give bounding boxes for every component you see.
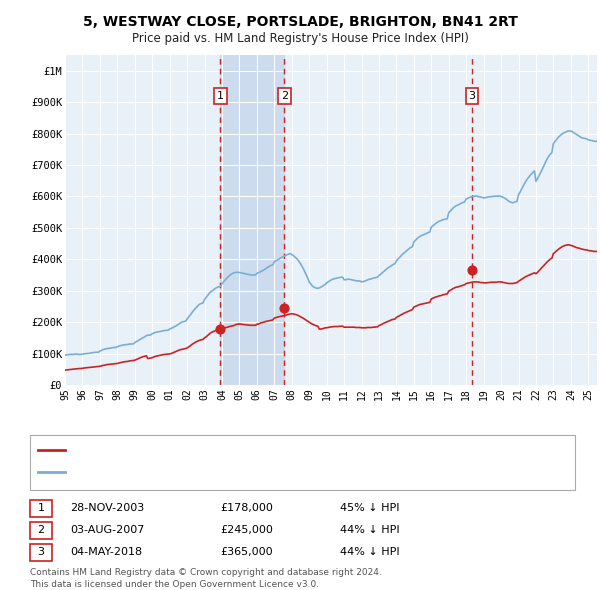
Text: Price paid vs. HM Land Registry's House Price Index (HPI): Price paid vs. HM Land Registry's House …: [131, 32, 469, 45]
Point: [280, 303, 289, 313]
Text: 03-AUG-2007: 03-AUG-2007: [70, 525, 145, 535]
Text: 04-MAY-2018: 04-MAY-2018: [70, 547, 142, 557]
Text: 2: 2: [37, 525, 44, 535]
Text: 2: 2: [281, 91, 288, 101]
Text: 3: 3: [469, 91, 476, 101]
Text: 5, WESTWAY CLOSE, PORTSLADE, BRIGHTON, BN41 2RT: 5, WESTWAY CLOSE, PORTSLADE, BRIGHTON, B…: [83, 15, 517, 29]
Text: 44% ↓ HPI: 44% ↓ HPI: [340, 547, 400, 557]
Text: 3: 3: [37, 547, 44, 557]
Text: Contains HM Land Registry data © Crown copyright and database right 2024.: Contains HM Land Registry data © Crown c…: [30, 568, 382, 577]
Text: HPI: Average price, detached house, Brighton and Hove: HPI: Average price, detached house, Brig…: [72, 467, 362, 477]
Text: 1: 1: [217, 91, 224, 101]
Text: 44% ↓ HPI: 44% ↓ HPI: [340, 525, 400, 535]
Text: 5, WESTWAY CLOSE, PORTSLADE, BRIGHTON, BN41 2RT (detached house): 5, WESTWAY CLOSE, PORTSLADE, BRIGHTON, B…: [72, 445, 457, 455]
Text: 45% ↓ HPI: 45% ↓ HPI: [340, 503, 400, 513]
Text: 28-NOV-2003: 28-NOV-2003: [70, 503, 144, 513]
Text: 1: 1: [37, 503, 44, 513]
Text: This data is licensed under the Open Government Licence v3.0.: This data is licensed under the Open Gov…: [30, 580, 319, 589]
Point: [467, 266, 477, 275]
Text: £245,000: £245,000: [220, 525, 273, 535]
Bar: [220, 55, 284, 385]
Text: £365,000: £365,000: [220, 547, 272, 557]
Text: £178,000: £178,000: [220, 503, 273, 513]
Point: [215, 324, 225, 334]
